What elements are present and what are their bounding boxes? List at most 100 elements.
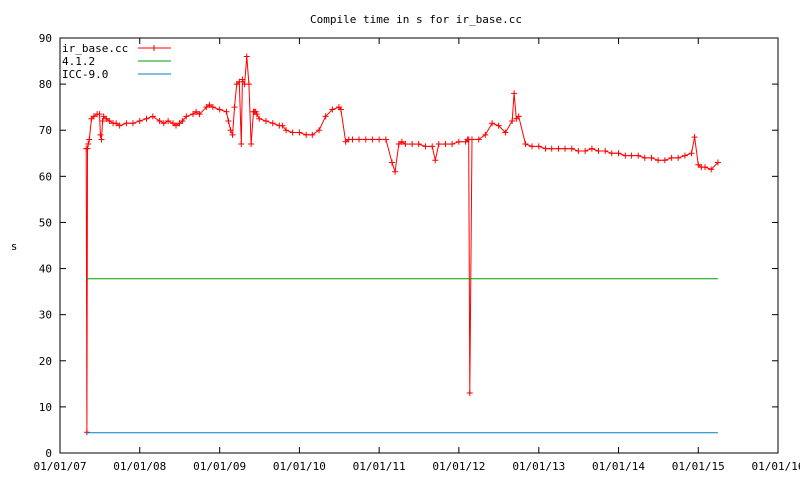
data-point — [442, 141, 449, 148]
data-point — [106, 118, 113, 124]
data-point — [648, 154, 655, 161]
data-point — [602, 147, 609, 154]
data-point — [269, 120, 276, 127]
data-point — [238, 141, 245, 148]
y-tick-label: 30 — [39, 309, 52, 322]
data-point — [502, 129, 509, 136]
data-point — [279, 122, 286, 129]
data-point — [190, 111, 197, 118]
y-tick-label: 90 — [39, 32, 52, 45]
data-point — [635, 152, 642, 159]
y-tick-label: 20 — [39, 355, 52, 368]
data-point — [196, 111, 203, 118]
data-point — [661, 157, 668, 164]
data-point — [615, 150, 622, 157]
legend-label: 4.1.2 — [62, 55, 95, 68]
data-point — [156, 118, 163, 124]
data-point — [422, 143, 429, 150]
data-point — [575, 147, 582, 154]
data-point — [402, 141, 409, 148]
data-point — [322, 113, 329, 120]
x-tick-label: 01/01/16 — [752, 460, 800, 473]
data-point — [495, 122, 502, 129]
data-point — [176, 120, 183, 127]
y-tick-label: 80 — [39, 78, 52, 91]
data-point — [98, 136, 105, 143]
data-point — [608, 150, 615, 157]
data-point — [509, 118, 516, 124]
data-point — [595, 147, 602, 154]
data-point — [103, 115, 110, 122]
data-point — [227, 127, 234, 134]
x-tick-label: 01/01/10 — [273, 460, 326, 473]
data-point — [248, 141, 255, 148]
data-point — [435, 141, 442, 148]
data-point — [515, 113, 522, 120]
legend-marker — [151, 45, 157, 51]
data-point — [231, 104, 238, 111]
data-point — [239, 76, 246, 83]
series-line-0 — [85, 56, 719, 433]
data-point — [236, 78, 243, 85]
data-point — [289, 129, 296, 136]
y-tick-label: 60 — [39, 170, 52, 183]
data-point — [655, 157, 662, 164]
data-point — [702, 164, 709, 171]
data-point — [337, 106, 344, 113]
x-tick-label: 01/01/07 — [34, 460, 87, 473]
data-point — [160, 120, 167, 127]
data-point — [356, 136, 363, 143]
data-point — [562, 145, 569, 152]
data-point — [316, 127, 323, 134]
data-point — [169, 120, 176, 127]
legend-label: ICC-9.0 — [62, 68, 108, 81]
data-point — [548, 145, 555, 152]
data-point — [143, 115, 150, 122]
data-point — [256, 115, 263, 122]
data-point — [96, 111, 103, 118]
data-point — [243, 53, 250, 60]
data-point — [172, 122, 179, 129]
data-point — [468, 136, 475, 143]
data-point — [714, 159, 721, 166]
data-point — [216, 106, 223, 113]
legend-label: ir_base.cc — [62, 42, 128, 55]
data-point — [382, 136, 389, 143]
data-point — [535, 143, 542, 150]
data-point — [522, 141, 529, 148]
data-point — [582, 147, 589, 154]
x-tick-label: 01/01/08 — [113, 460, 166, 473]
y-tick-label: 40 — [39, 263, 52, 276]
data-point — [675, 154, 682, 161]
data-point — [129, 120, 136, 127]
data-point — [85, 141, 92, 148]
data-point — [389, 159, 396, 166]
x-tick-label: 01/01/11 — [353, 460, 406, 473]
data-point — [203, 104, 210, 111]
data-point — [86, 136, 93, 143]
x-tick-label: 01/01/09 — [193, 460, 246, 473]
data-point — [542, 145, 549, 152]
data-point — [116, 122, 123, 129]
data-point — [455, 138, 462, 145]
data-point — [206, 101, 213, 108]
data-point — [681, 152, 688, 159]
data-point — [309, 131, 316, 138]
data-point — [253, 111, 260, 118]
data-point — [362, 136, 369, 143]
chart-title: Compile time in s for ir_base.cc — [310, 13, 522, 26]
data-point — [432, 157, 439, 164]
data-point — [136, 118, 143, 124]
data-point — [99, 118, 106, 124]
data-point — [708, 166, 715, 173]
data-point — [475, 136, 482, 143]
x-tick-label: 01/01/12 — [432, 460, 485, 473]
x-axis: 01/01/07 01/01/08 01/01/09 01/01/10 01/01/11… — [34, 38, 800, 473]
data-point — [688, 150, 695, 157]
data-point — [641, 154, 648, 161]
data-point — [123, 120, 130, 127]
data-point — [149, 113, 156, 120]
data-point — [245, 81, 252, 88]
